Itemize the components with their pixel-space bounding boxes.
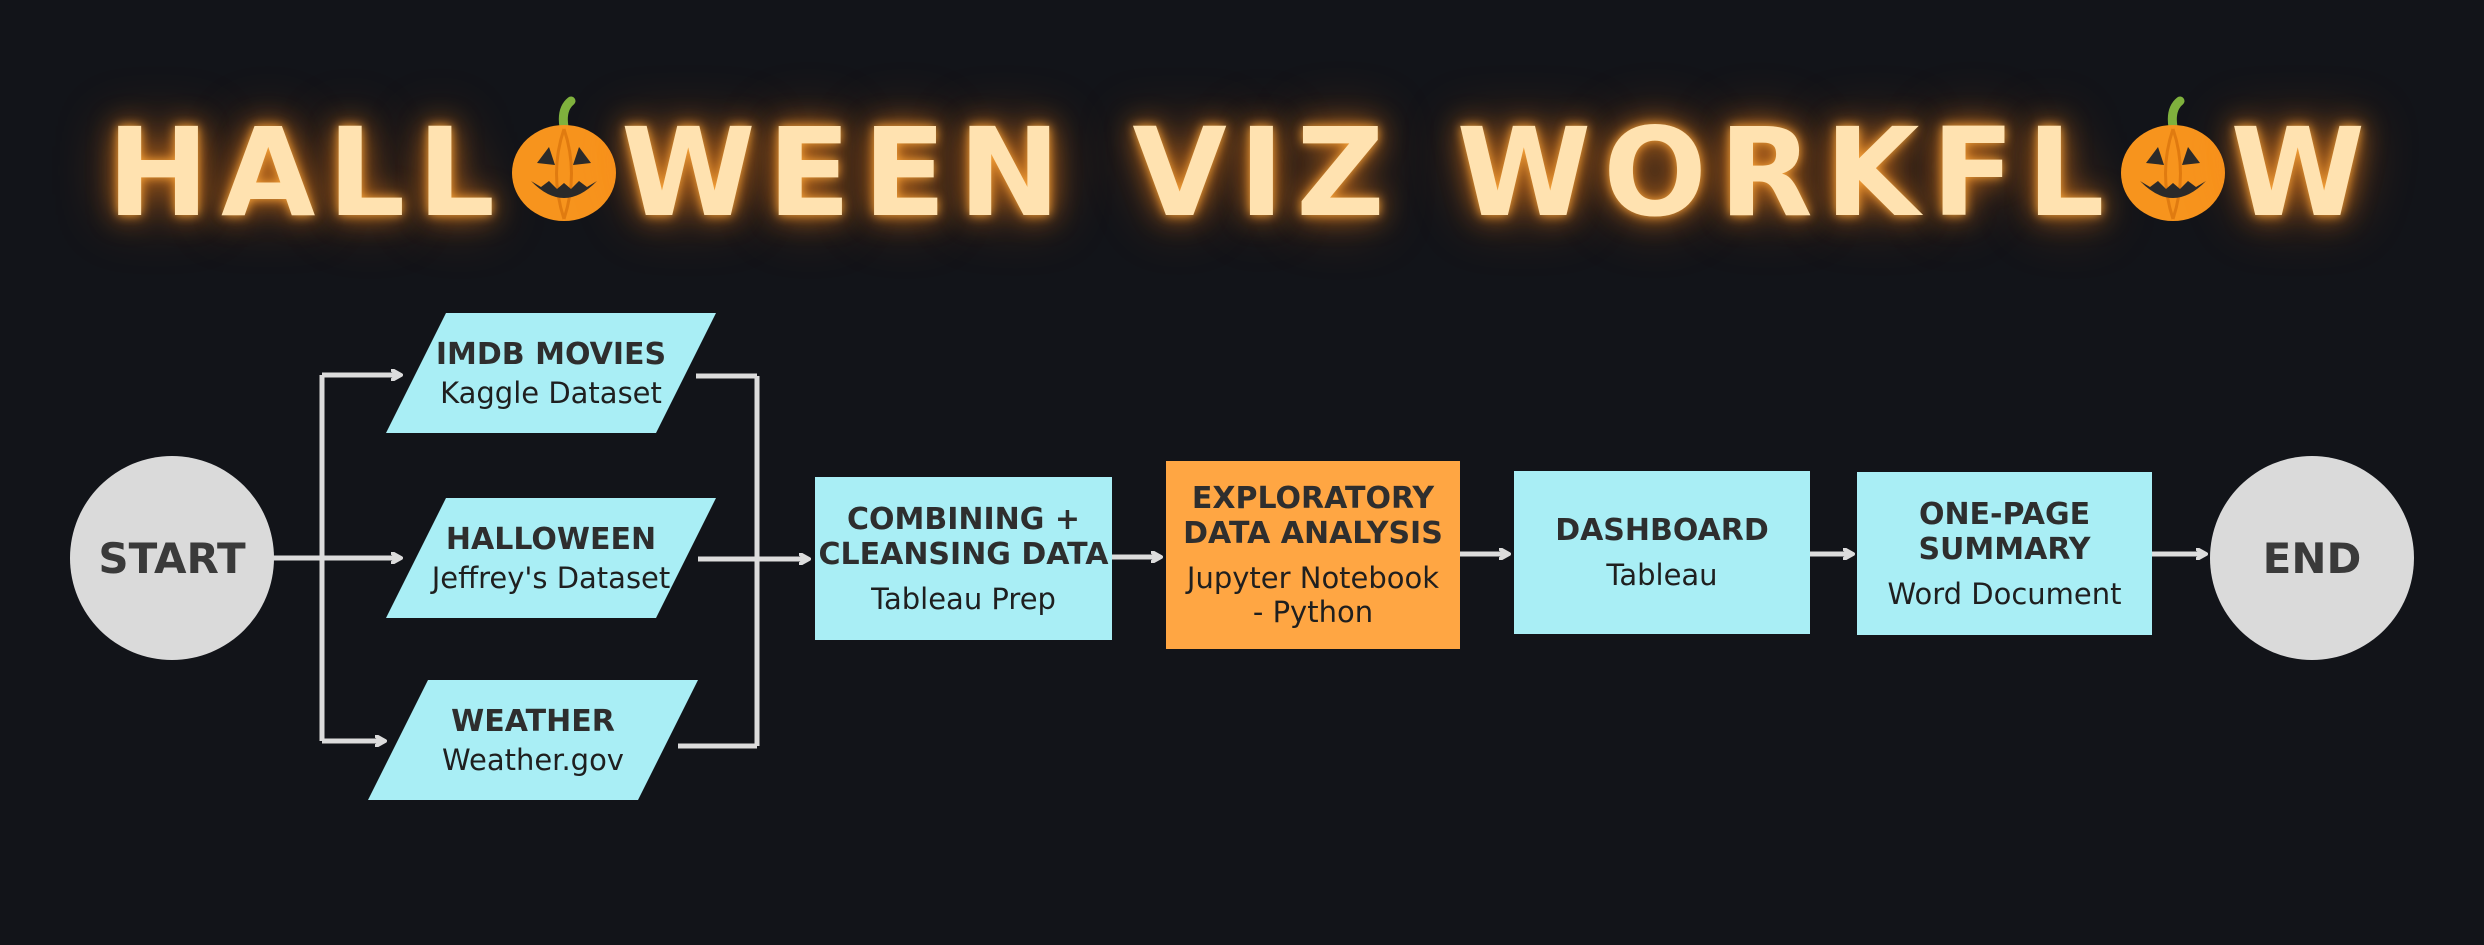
weather-title: WEATHER <box>451 703 615 739</box>
summary-subtitle: Word Document <box>1887 576 2122 611</box>
combine-title-line1: COMBINING + <box>847 501 1080 537</box>
end-label: END <box>2262 533 2362 583</box>
combine-title-line2: CLEANSING DATA <box>818 536 1109 572</box>
eda-subtitle-line1: Jupyter Notebook <box>1186 561 1440 595</box>
summary-node: ONE-PAGE SUMMARY Word Document <box>1857 472 2152 635</box>
summary-title-line2: SUMMARY <box>1918 531 2091 567</box>
start-label: START <box>98 533 246 583</box>
eda-node: EXPLORATORY DATA ANALYSIS Jupyter Notebo… <box>1166 461 1460 649</box>
dashboard-node: DASHBOARD Tableau <box>1514 471 1810 634</box>
summary-title-line1: ONE-PAGE <box>1918 496 2091 532</box>
combine-subtitle: Tableau Prep <box>871 581 1056 616</box>
dashboard-subtitle: Tableau <box>1606 558 1718 592</box>
title-part-4: WORKFL <box>1456 102 2117 244</box>
eda-subtitle-line2: - Python <box>1252 595 1374 629</box>
title-part-3: VIZ <box>1132 102 1397 244</box>
eda-title-line1: EXPLORATORY <box>1191 481 1435 516</box>
halloween-node: HALLOWEEN Jeffrey's Dataset <box>386 498 716 618</box>
eda-title-line2: DATA ANALYSIS <box>1183 516 1443 551</box>
title-part-5: W <box>2230 102 2378 244</box>
halloween-subtitle: Jeffrey's Dataset <box>431 560 671 595</box>
weather-node: WEATHER Weather.gov <box>368 680 698 800</box>
pumpkin-icon <box>509 95 619 244</box>
halloween-title: HALLOWEEN <box>445 521 657 557</box>
combine-node: COMBINING + CLEANSING DATA Tableau Prep <box>815 477 1112 640</box>
imdb-node: IMDB MOVIES Kaggle Dataset <box>386 313 716 433</box>
end-node: END <box>2210 456 2414 660</box>
imdb-title: IMDB MOVIES <box>435 336 667 372</box>
title-part-2: WEEN <box>620 102 1073 244</box>
imdb-subtitle: Kaggle Dataset <box>440 375 662 410</box>
dashboard-title: DASHBOARD <box>1555 513 1769 548</box>
weather-subtitle: Weather.gov <box>442 742 624 777</box>
start-node: START <box>70 456 274 660</box>
page-title: HALL WEEN VIZ WORKFL W <box>0 95 2484 244</box>
pumpkin-icon <box>2118 95 2228 244</box>
title-part-1: HALL <box>106 102 507 244</box>
